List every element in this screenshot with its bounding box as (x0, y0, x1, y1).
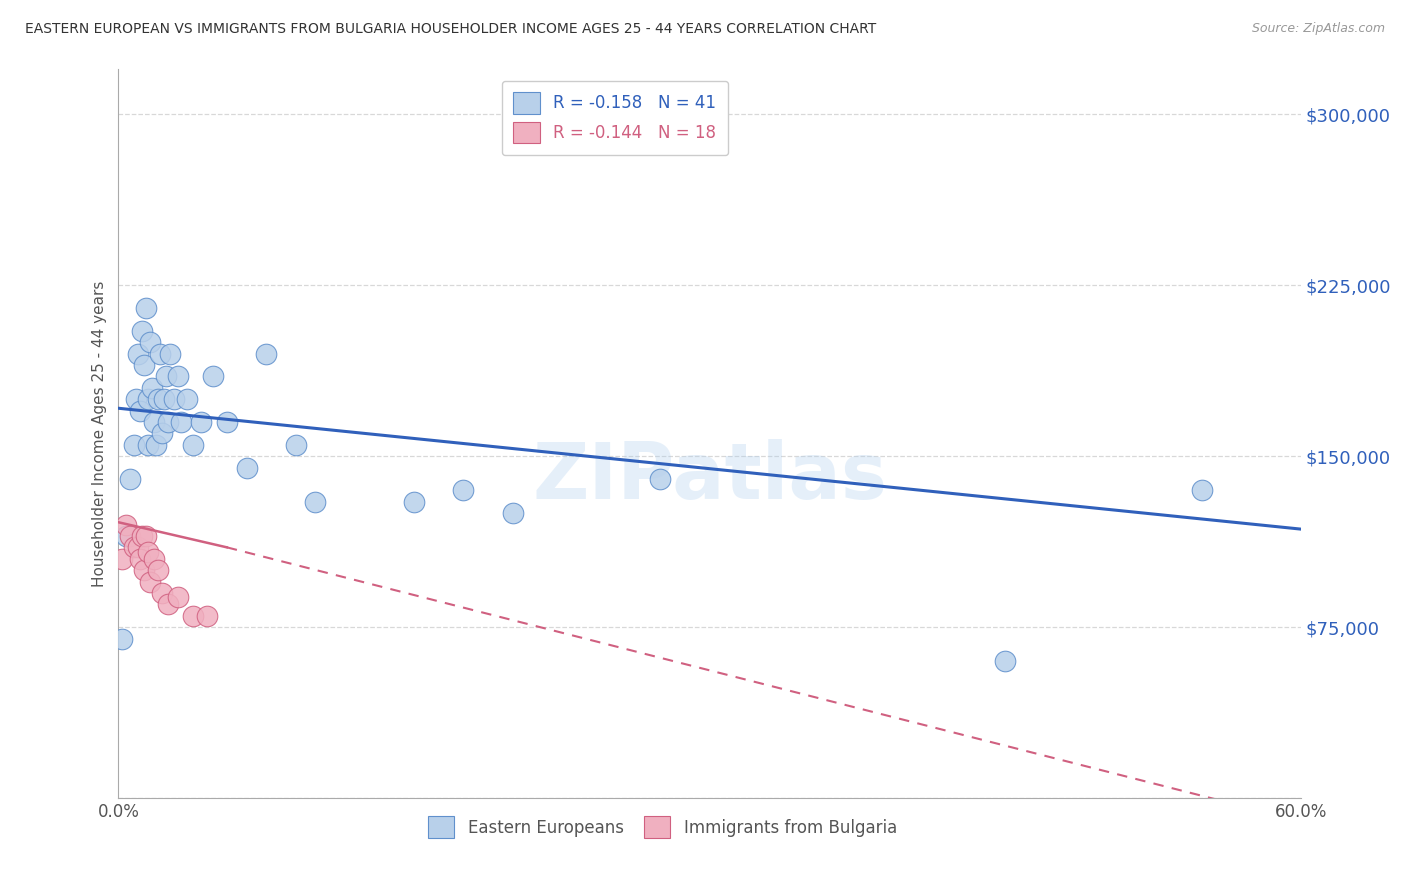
Point (181, 438, 204, 452)
Point (195, 608, 218, 623)
Point (190, 415, 212, 429)
Point (142, 415, 165, 429)
Point (215, 415, 238, 429)
Point (139, 574, 162, 589)
Point (132, 358, 155, 372)
Point (111, 551, 134, 566)
Text: ZIPatlas: ZIPatlas (531, 439, 887, 515)
Point (115, 529, 138, 543)
Point (235, 460, 257, 475)
Point (150, 586, 173, 600)
Point (136, 438, 159, 452)
Point (402, 494, 425, 508)
Point (129, 403, 152, 417)
Point (135, 301, 157, 315)
Point (146, 392, 169, 406)
Point (650, 472, 672, 486)
Point (141, 381, 163, 395)
Point (145, 438, 167, 452)
Point (1191, 483, 1213, 498)
Point (127, 541, 149, 555)
Y-axis label: Householder Income Ages 25 - 44 years: Householder Income Ages 25 - 44 years (93, 280, 107, 587)
Point (115, 517, 138, 532)
Point (132, 563, 155, 577)
Point (156, 415, 179, 429)
Point (994, 654, 1017, 668)
Point (149, 346, 172, 360)
Point (131, 529, 153, 543)
Point (136, 545, 159, 559)
Point (152, 392, 174, 406)
Point (254, 346, 277, 360)
Point (170, 415, 193, 429)
Point (284, 438, 307, 452)
Point (127, 346, 149, 360)
Point (304, 494, 326, 508)
Point (125, 392, 148, 406)
Point (451, 483, 474, 498)
Point (159, 346, 181, 360)
Point (166, 591, 188, 605)
Point (122, 541, 145, 555)
Point (176, 392, 198, 406)
Point (131, 324, 153, 338)
Legend: Eastern Europeans, Immigrants from Bulgaria: Eastern Europeans, Immigrants from Bulga… (420, 810, 904, 845)
Point (120, 529, 142, 543)
Point (122, 438, 145, 452)
Point (156, 598, 179, 612)
Point (166, 369, 188, 384)
Point (162, 392, 184, 406)
Point (129, 551, 152, 566)
Point (502, 506, 524, 520)
Point (120, 472, 142, 486)
Point (135, 529, 157, 543)
Point (150, 426, 173, 441)
Point (136, 392, 159, 406)
Text: EASTERN EUROPEAN VS IMMIGRANTS FROM BULGARIA HOUSEHOLDER INCOME AGES 25 - 44 YEA: EASTERN EUROPEAN VS IMMIGRANTS FROM BULG… (25, 22, 876, 37)
Point (139, 335, 162, 350)
Point (146, 563, 169, 577)
Point (155, 369, 177, 384)
Point (202, 369, 225, 384)
Point (142, 551, 165, 566)
Text: Source: ZipAtlas.com: Source: ZipAtlas.com (1251, 22, 1385, 36)
Point (181, 608, 204, 623)
Point (111, 632, 134, 646)
